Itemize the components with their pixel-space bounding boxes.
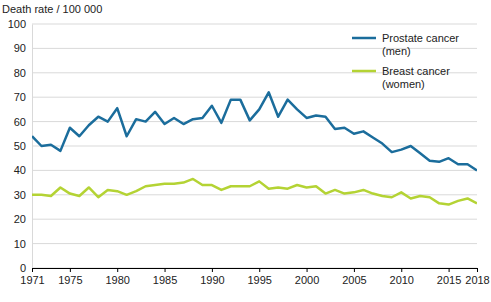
x-tick: 1971 <box>20 268 44 286</box>
grid-line <box>32 170 477 171</box>
y-tick-label: 0 <box>20 262 26 274</box>
x-tick-mark <box>259 268 260 272</box>
grid-line <box>32 194 477 195</box>
y-tick: 30 <box>14 189 32 201</box>
x-tick: 1980 <box>105 268 129 286</box>
x-tick: 2010 <box>390 268 414 286</box>
grid-line <box>32 97 477 98</box>
y-tick: 40 <box>14 164 32 176</box>
x-tick: 1990 <box>200 268 224 286</box>
y-axis-line <box>32 25 33 269</box>
x-tick-label: 2000 <box>295 274 319 286</box>
x-tick: 2018 <box>465 268 489 286</box>
legend-swatch <box>352 37 376 40</box>
grid-line <box>32 121 477 122</box>
x-tick-mark <box>449 268 450 272</box>
x-tick: 2015 <box>437 268 461 286</box>
y-tick-label: 30 <box>14 189 26 201</box>
y-tick-label: 80 <box>14 67 26 79</box>
x-tick-label: 2005 <box>342 274 366 286</box>
y-tick-label: 100 <box>8 18 26 30</box>
x-tick-label: 2010 <box>390 274 414 286</box>
y-tick: 50 <box>14 140 32 152</box>
y-tick: 80 <box>14 67 32 79</box>
x-tick-mark <box>32 268 33 272</box>
series-line <box>32 92 477 170</box>
y-tick: 0 <box>20 262 32 274</box>
x-tick-label: 1975 <box>58 274 82 286</box>
x-tick-mark <box>212 268 213 272</box>
x-tick-mark <box>70 268 71 272</box>
y-tick-label: 10 <box>14 238 26 250</box>
x-tick-label: 2018 <box>465 274 489 286</box>
x-tick-mark <box>401 268 402 272</box>
y-tick-label: 50 <box>14 140 26 152</box>
y-tick-label: 40 <box>14 164 26 176</box>
y-tick-label: 70 <box>14 91 26 103</box>
grid-line <box>32 219 477 220</box>
grid-line <box>32 243 477 244</box>
y-tick: 20 <box>14 213 32 225</box>
y-tick: 10 <box>14 238 32 250</box>
y-tick-label: 20 <box>14 213 26 225</box>
legend: Prostate cancer(men) Breast cancer(women) <box>352 32 459 90</box>
x-tick-label: 1971 <box>20 274 44 286</box>
grid <box>32 24 477 268</box>
x-tick: 1995 <box>247 268 271 286</box>
x-tick: 2005 <box>342 268 366 286</box>
chart-svg: 0102030405060708090100197119751980198519… <box>0 0 491 302</box>
x-tick-mark <box>477 268 478 272</box>
x-tick-mark <box>165 268 166 272</box>
legend-swatch <box>352 70 376 73</box>
x-tick: 1975 <box>58 268 82 286</box>
x-tick-mark <box>307 268 308 272</box>
legend-label: Breast cancer(women) <box>382 65 450 90</box>
y-tick: 70 <box>14 91 32 103</box>
series-line <box>32 179 477 205</box>
plot-area <box>32 92 477 204</box>
y-axis: 0 10 20 30 40 50 60 70 80 90 100 <box>8 18 33 274</box>
y-tick-label: 60 <box>14 116 26 128</box>
x-axis: 1971 1975 1980 1985 1990 1995 2000 2005 2010 2015… <box>20 268 489 286</box>
y-axis-title: Death rate / 100 000 <box>2 3 102 15</box>
x-tick-label: 1995 <box>247 274 271 286</box>
x-tick-label: 1990 <box>200 274 224 286</box>
y-tick: 90 <box>14 42 32 54</box>
chart-container: 0102030405060708090100197119751980198519… <box>0 0 491 302</box>
x-tick-mark <box>117 268 118 272</box>
y-tick: 60 <box>14 116 32 128</box>
x-tick-label: 1980 <box>105 274 129 286</box>
x-tick-mark <box>354 268 355 272</box>
x-axis-line <box>33 269 478 273</box>
y-tick: 100 <box>8 18 32 30</box>
x-tick: 2000 <box>295 268 319 286</box>
y-tick-label: 90 <box>14 42 26 54</box>
legend-label: Prostate cancer(men) <box>382 32 459 57</box>
x-tick-label: 1985 <box>153 274 177 286</box>
grid-line <box>32 24 477 25</box>
x-tick-label: 2015 <box>437 274 461 286</box>
x-tick: 1985 <box>153 268 177 286</box>
